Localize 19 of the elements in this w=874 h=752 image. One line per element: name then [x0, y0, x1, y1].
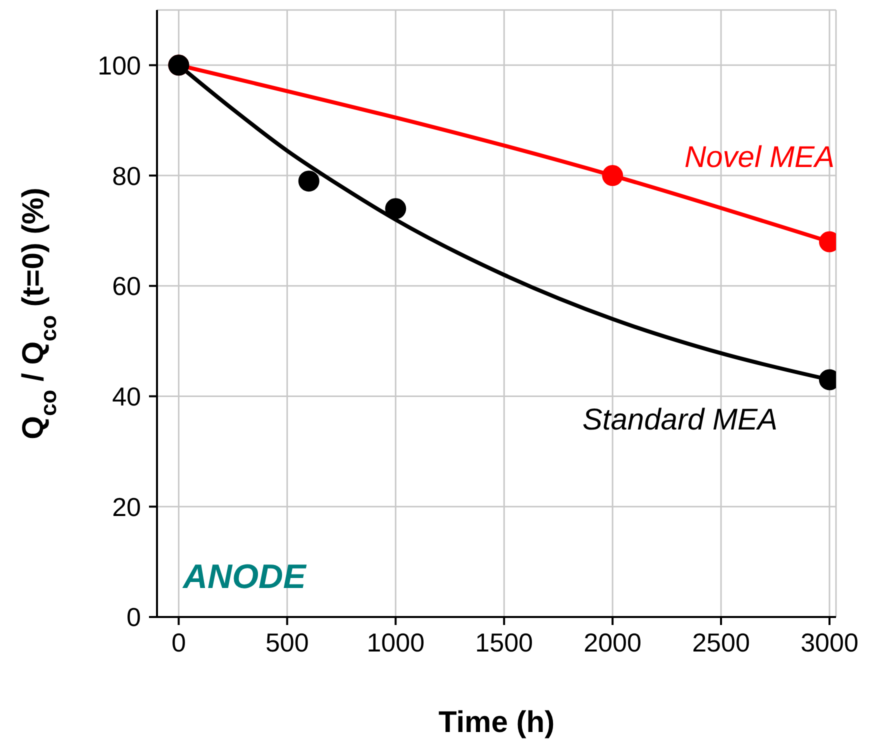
y-tick-label: 20	[112, 492, 141, 522]
series-label: Novel MEA	[684, 140, 834, 174]
x-tick-label: 3000	[800, 627, 858, 658]
x-tick-label: 1000	[366, 627, 425, 658]
y-tick-label: 100	[98, 50, 141, 80]
y-tick-label: 80	[112, 160, 141, 191]
x-tick-label: 500	[265, 627, 309, 658]
x-axis-title: Time (h)	[438, 706, 555, 739]
y-tick-label: 0	[126, 602, 141, 632]
x-tick-label: 2000	[584, 627, 642, 658]
x-tick-label: 0	[171, 627, 186, 658]
y-tick-label: 60	[112, 271, 141, 302]
x-tick-label: 2500	[692, 627, 750, 658]
y-tick-label: 40	[112, 382, 141, 412]
point	[298, 170, 320, 192]
point	[385, 198, 406, 220]
annotation: ANODE	[183, 558, 306, 597]
series-label: Standard MEA	[582, 404, 778, 437]
x-tick-label: 1500	[475, 627, 534, 658]
